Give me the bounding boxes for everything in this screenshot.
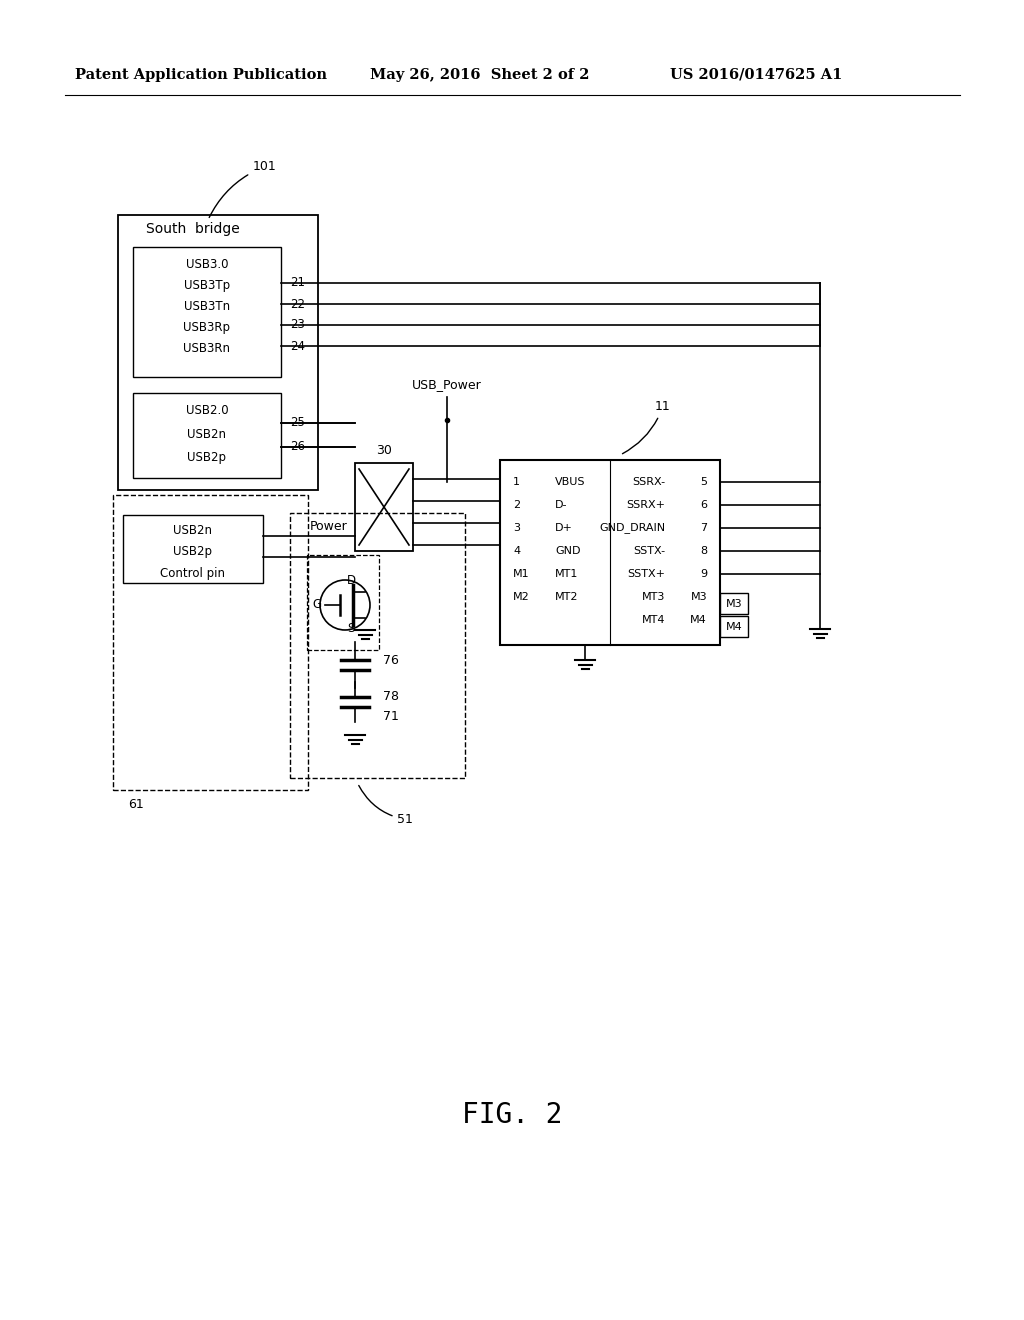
Bar [118, 215, 318, 490]
Text: Control pin: Control pin [161, 566, 225, 579]
Bar [500, 459, 720, 645]
Text: 23: 23 [290, 318, 305, 331]
Text: 1: 1 [513, 477, 520, 487]
Bar [307, 554, 379, 649]
Text: USB3Tn: USB3Tn [184, 301, 230, 314]
Text: USB3.0: USB3.0 [185, 259, 228, 272]
Bar [123, 515, 263, 583]
Text: USB2n: USB2n [187, 428, 226, 441]
Bar [720, 616, 748, 638]
Text: USB3Rp: USB3Rp [183, 322, 230, 334]
Text: M4: M4 [690, 615, 707, 624]
Text: 78: 78 [383, 690, 399, 704]
Text: 30: 30 [376, 445, 392, 458]
Bar [720, 593, 748, 614]
Text: 8: 8 [699, 546, 707, 556]
Text: VBUS: VBUS [555, 477, 586, 487]
Text: USB3Rn: USB3Rn [183, 342, 230, 355]
Text: US 2016/0147625 A1: US 2016/0147625 A1 [670, 69, 843, 82]
Bar [133, 393, 281, 478]
Text: M4: M4 [726, 622, 742, 632]
Text: 25: 25 [290, 417, 305, 429]
Text: 26: 26 [290, 441, 305, 454]
Text: 61: 61 [128, 799, 143, 812]
Text: 5: 5 [700, 477, 707, 487]
Text: M2: M2 [513, 591, 529, 602]
Text: 9: 9 [699, 569, 707, 579]
Bar [355, 463, 413, 550]
Text: USB2n: USB2n [173, 524, 213, 537]
Text: D-: D- [555, 500, 567, 510]
Text: 7: 7 [699, 523, 707, 533]
Text: 101: 101 [209, 160, 276, 218]
Text: 3: 3 [513, 523, 520, 533]
Text: 6: 6 [700, 500, 707, 510]
Text: SSRX-: SSRX- [632, 477, 665, 487]
Text: USB2p: USB2p [187, 451, 226, 465]
Text: M3: M3 [690, 591, 707, 602]
Text: 4: 4 [513, 546, 520, 556]
Text: South  bridge: South bridge [146, 222, 240, 236]
Text: 24: 24 [290, 339, 305, 352]
Bar [133, 247, 281, 378]
Text: M3: M3 [726, 599, 742, 609]
Text: May 26, 2016  Sheet 2 of 2: May 26, 2016 Sheet 2 of 2 [370, 69, 590, 82]
Text: SSRX+: SSRX+ [626, 500, 665, 510]
Text: GND_DRAIN: GND_DRAIN [599, 523, 665, 533]
Text: MT2: MT2 [555, 591, 579, 602]
Bar [290, 513, 465, 777]
Text: Patent Application Publication: Patent Application Publication [75, 69, 327, 82]
Text: 21: 21 [290, 276, 305, 289]
Text: SSTX-: SSTX- [633, 546, 665, 556]
Text: G: G [312, 598, 322, 611]
Text: 2: 2 [513, 500, 520, 510]
Text: USB2.0: USB2.0 [185, 404, 228, 417]
Text: 51: 51 [358, 785, 414, 826]
Text: M1: M1 [513, 569, 529, 579]
Text: 71: 71 [383, 710, 399, 723]
Text: Power: Power [310, 520, 348, 533]
Text: 11: 11 [623, 400, 671, 454]
Text: MT1: MT1 [555, 569, 579, 579]
Text: MT3: MT3 [642, 591, 665, 602]
Bar [113, 495, 308, 789]
Text: USB2p: USB2p [173, 545, 213, 558]
Text: SSTX+: SSTX+ [627, 569, 665, 579]
Text: 76: 76 [383, 653, 399, 667]
Text: GND: GND [555, 546, 581, 556]
Text: USB_Power: USB_Power [412, 379, 482, 392]
Text: D+: D+ [555, 523, 572, 533]
Text: 22: 22 [290, 297, 305, 310]
Text: MT4: MT4 [641, 615, 665, 624]
Text: USB3Tp: USB3Tp [184, 280, 230, 293]
Text: D: D [347, 573, 356, 586]
Text: S: S [347, 622, 354, 635]
Text: FIG. 2: FIG. 2 [462, 1101, 562, 1129]
